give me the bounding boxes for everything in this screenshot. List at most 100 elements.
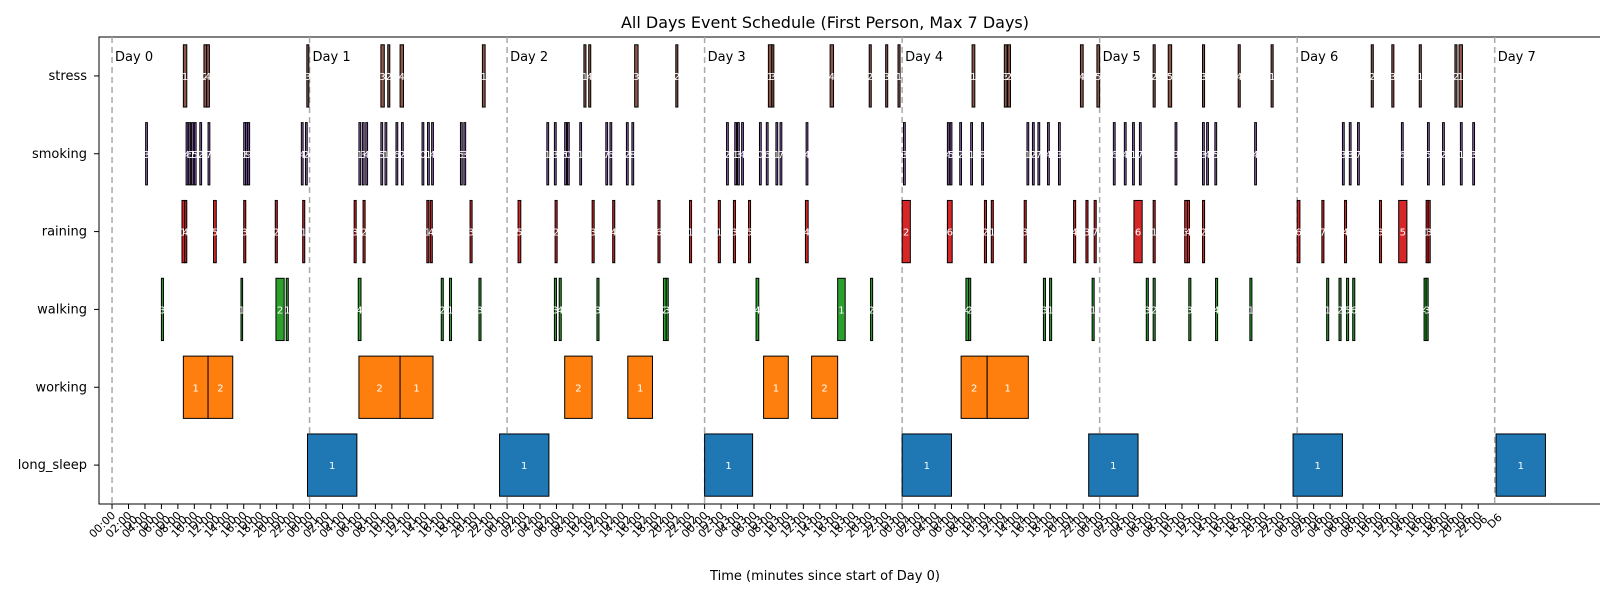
event-bar	[304, 122, 308, 186]
event-bar-label: 2	[386, 72, 392, 83]
event-bar	[583, 44, 587, 108]
day-label: Day 7	[1498, 50, 1536, 65]
event-bar-label: 4	[399, 72, 405, 83]
event-bar-label: 3	[1340, 150, 1346, 161]
event-bar	[763, 355, 789, 419]
event-bar-label: 2	[624, 150, 630, 161]
event-bar-label: 1	[968, 150, 974, 161]
event-bar-label: 3	[590, 228, 596, 239]
event-bar	[634, 44, 639, 108]
event-bar	[1145, 277, 1149, 342]
event-bar	[206, 44, 210, 108]
event-bar-label: 4	[1342, 228, 1348, 239]
event-bar-label: 2	[1030, 150, 1036, 161]
event-bar-label: 1	[329, 461, 335, 472]
event-bar-label: 1	[425, 228, 431, 239]
event-bar	[564, 122, 567, 186]
event-bar-label: 4	[611, 228, 617, 239]
event-bar	[1138, 122, 1142, 186]
event-bar-label: 6	[1351, 305, 1357, 316]
event-bar	[1073, 199, 1077, 264]
event-bar-label: 3	[552, 150, 558, 161]
event-bar-label: 1	[1025, 150, 1031, 161]
event-bar	[1370, 44, 1374, 108]
event-bar-label: 2	[277, 305, 283, 316]
event-bar-label: 4	[557, 305, 563, 316]
event-bar-label: 3	[1144, 305, 1150, 316]
event-bar	[463, 122, 467, 186]
event-bar	[274, 199, 278, 264]
event-bar	[387, 44, 391, 108]
event-bar	[421, 122, 425, 186]
day-label: Day 2	[510, 50, 548, 65]
event-bar-label: 1	[1269, 72, 1275, 83]
event-bar-label: 3	[901, 150, 907, 161]
event-bar	[564, 355, 593, 419]
event-bar-label: 2	[957, 150, 963, 161]
event-bar-label: 4	[945, 150, 951, 161]
event-bar	[946, 199, 953, 264]
event-bar	[986, 355, 1029, 419]
event-bar-label: 4	[1213, 305, 1219, 316]
event-bar-label: 2	[821, 383, 827, 394]
event-bar	[1249, 277, 1253, 342]
event-bar-label: 4	[1122, 150, 1128, 161]
event-bar-label: 1	[1090, 305, 1096, 316]
event-bar-label: 4	[299, 150, 305, 161]
event-bar	[901, 199, 911, 264]
event-bar-label: 4	[1204, 150, 1210, 161]
event-bar	[665, 277, 669, 342]
event-bar-label: 5	[1425, 150, 1431, 161]
event-bar-label: 1	[193, 383, 199, 394]
event-bar-label: 3	[159, 305, 165, 316]
event-bar	[306, 433, 358, 497]
event-bar	[1338, 277, 1342, 342]
event-bar	[804, 199, 809, 264]
event-bar-label: 2	[1337, 305, 1343, 316]
event-bar-label: 1	[1110, 461, 1116, 472]
event-bar-label: 4	[183, 228, 189, 239]
event-bar-label: 3	[664, 305, 670, 316]
event-bar-label: 1	[637, 383, 643, 394]
event-bar-label: 1	[774, 150, 780, 161]
event-bar-label: 4	[739, 150, 745, 161]
event-bar	[566, 122, 570, 186]
event-bar-label: 3	[1390, 72, 1396, 83]
event-bar-label: 7	[206, 150, 212, 161]
event-bar	[1346, 277, 1350, 342]
event-bar	[517, 199, 522, 264]
event-bar	[1152, 199, 1156, 264]
event-bar	[1093, 199, 1097, 264]
event-bar	[380, 122, 384, 186]
event-bar-label: 1	[924, 461, 930, 472]
event-bar	[1472, 122, 1476, 186]
event-bar-label: 2	[575, 383, 581, 394]
event-bar-label: 4	[356, 305, 362, 316]
event-bar-label: 6	[394, 150, 400, 161]
event-bar-label: 1	[725, 461, 731, 472]
event-bar-label: 6	[187, 150, 193, 161]
event-bar	[302, 199, 306, 264]
event-bar	[384, 122, 388, 186]
y-tick-label: long_sleep	[18, 458, 87, 473]
event-bar-label: 3	[1200, 72, 1206, 83]
event-bar-label: 1	[989, 228, 995, 239]
event-bar-label: 1	[687, 228, 693, 239]
event-bar-label: 2	[273, 228, 279, 239]
event-bar-label: 2	[1006, 72, 1012, 83]
event-bar-label: 3	[468, 228, 474, 239]
event-bar	[591, 199, 595, 264]
event-bar-label: 3	[477, 305, 483, 316]
event-bar	[805, 122, 809, 186]
event-bar-label: 2	[868, 305, 874, 316]
event-bar	[1454, 44, 1458, 108]
event-bar	[1352, 277, 1356, 342]
event-bar	[1391, 44, 1395, 108]
event-bar	[1254, 122, 1257, 186]
event-bar	[459, 122, 463, 186]
event-bar-label: 7	[1092, 228, 1098, 239]
event-bar	[357, 277, 362, 342]
event-bar-label: 2	[966, 305, 972, 316]
event-bar-label: 2	[217, 383, 223, 394]
event-bar-label: 8	[979, 150, 985, 161]
